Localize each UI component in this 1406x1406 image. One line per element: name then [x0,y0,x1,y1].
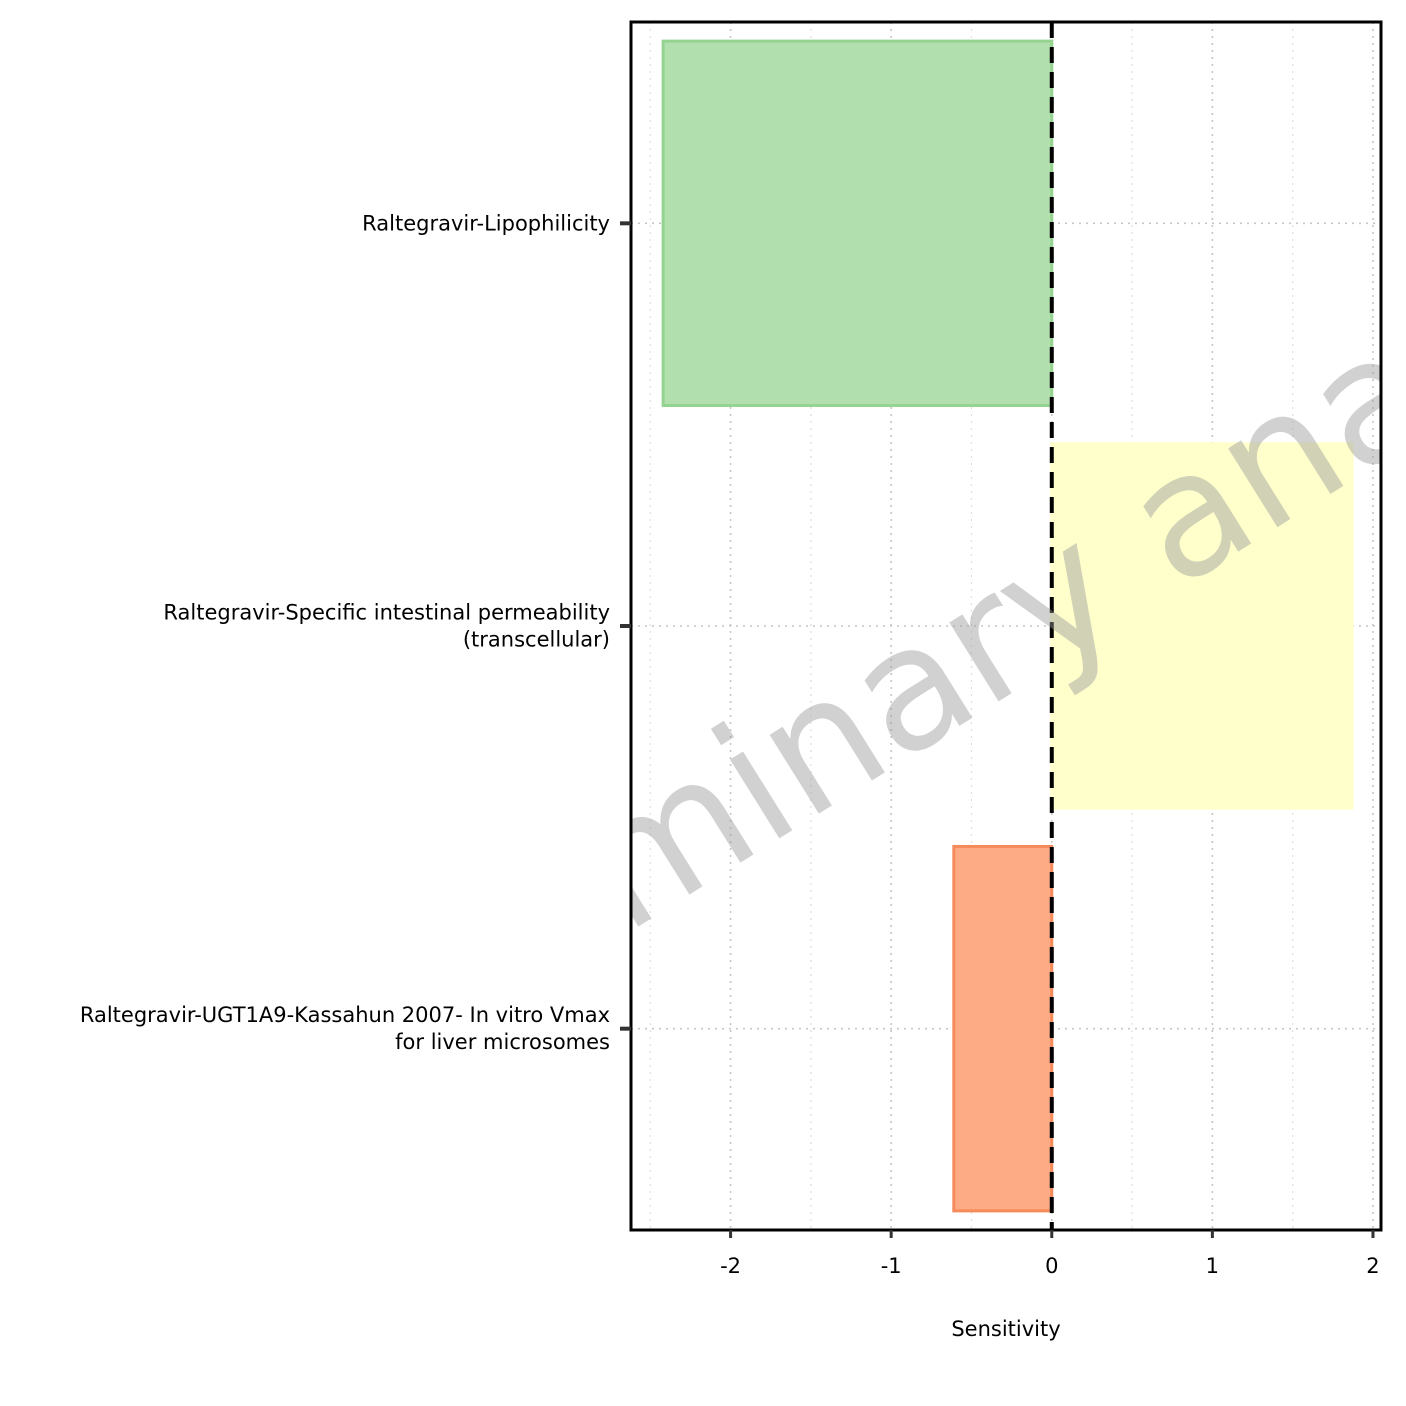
bar [661,39,1054,408]
x-tick-label: 0 [1045,1254,1058,1278]
x-tick-label: 1 [1206,1254,1219,1278]
y-tick-label: Raltegravir-Lipophilicity [362,211,610,235]
x-tick-label: -1 [881,1254,902,1278]
bars [661,39,1354,1213]
x-tick-label: -2 [720,1254,741,1278]
y-axis-ticks: Raltegravir-Lipophilicity Raltegravir-Spe… [80,211,631,1054]
x-axis-ticks: -2 -1 0 1 2 [720,1230,1380,1278]
y-tick-label: Raltegravir-Specific intestinal permeabi… [163,601,610,652]
bar [952,844,1054,1213]
bar [1050,442,1354,810]
x-axis-title: Sensitivity [951,1317,1060,1341]
y-tick-label: Raltegravir-UGT1A9-Kassahun 2007- In vit… [80,1003,610,1054]
x-tick-label: 2 [1366,1254,1379,1278]
